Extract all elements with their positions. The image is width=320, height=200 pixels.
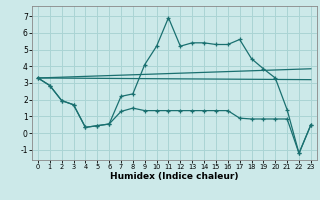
X-axis label: Humidex (Indice chaleur): Humidex (Indice chaleur) [110, 172, 239, 181]
